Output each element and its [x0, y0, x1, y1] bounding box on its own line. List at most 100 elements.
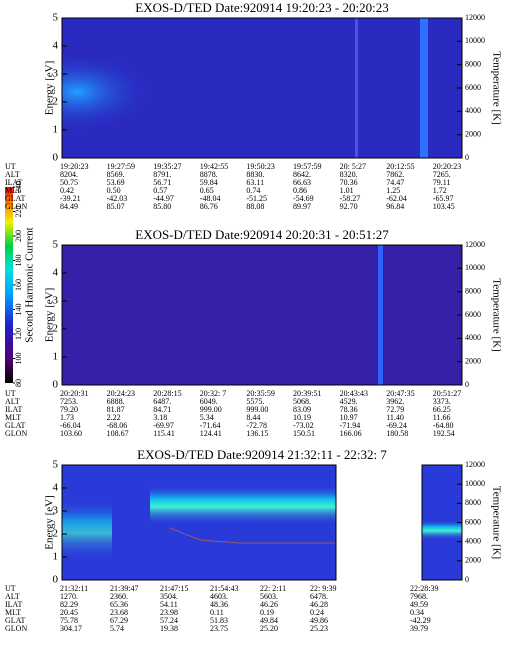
row-label: UT [5, 162, 16, 171]
row-value: 22:28:39 [410, 584, 438, 593]
row-value: 20:32: 7 [200, 389, 226, 398]
row-value: 8791. [153, 170, 171, 179]
row-value: 10.97 [340, 413, 358, 422]
row-value: -69.24 [386, 421, 407, 430]
row-value: 39.79 [410, 624, 428, 633]
row-value: 5.34 [200, 413, 214, 422]
row-value: 21:47:15 [160, 584, 188, 593]
row-value: 166.06 [340, 429, 362, 438]
row-value: 57.24 [160, 616, 178, 625]
row-label: ALT [5, 397, 20, 406]
y-tick-label: 3 [53, 295, 59, 307]
row-value: 3.18 [153, 413, 167, 422]
row-value: 5575. [246, 397, 264, 406]
y2-tick-label: 12000 [465, 240, 485, 249]
row-value: 67.29 [110, 616, 128, 625]
row-value: 20:12:55 [386, 162, 414, 171]
y2-tick-label: 4000 [465, 333, 481, 342]
row-value: 23.68 [110, 608, 128, 617]
y2-tick-label: 6000 [465, 517, 481, 526]
row-value: -73.02 [293, 421, 314, 430]
row-value: -62.04 [386, 194, 407, 203]
y2-tick-label: 2000 [465, 356, 481, 365]
row-value: 88.08 [246, 202, 264, 211]
y2-tick-label: 12000 [465, 13, 485, 22]
y2-tick-label: 6000 [465, 83, 481, 92]
row-value: 180.58 [386, 429, 408, 438]
row-value: 70.36 [340, 178, 358, 187]
row-value: 81.87 [107, 405, 125, 414]
row-value: 20:39:51 [293, 389, 321, 398]
row-value: -42.29 [410, 616, 431, 625]
y-tick-label: 2 [53, 96, 59, 108]
row-value: -68.06 [107, 421, 128, 430]
y2-tick-label: 8000 [465, 59, 481, 68]
row-value: 8830. [246, 170, 264, 179]
row-value: 79.20 [60, 405, 78, 414]
row-label: MLT [5, 608, 21, 617]
y-tick-label: 0 [53, 152, 59, 164]
row-value: 23.98 [160, 608, 178, 617]
row-value: 0.57 [153, 186, 167, 195]
row-value: 86.76 [200, 202, 218, 211]
row-label: ILAT [5, 178, 22, 187]
row-value: 49.86 [310, 616, 328, 625]
y2-tick-label: 10000 [465, 263, 485, 272]
row-value: 11.66 [433, 413, 451, 422]
y2-tick-label: 6000 [465, 310, 481, 319]
row-value: 5603. [260, 592, 278, 601]
row-value: 83.09 [293, 405, 311, 414]
row-value: -39.21 [60, 194, 81, 203]
row-value: -71.64 [200, 421, 221, 430]
row-label: MLT [5, 186, 21, 195]
colorbar-tick-label: 120 [14, 328, 23, 340]
y2-tick-label: 10000 [465, 36, 485, 45]
y2-tick-label: 8000 [465, 286, 481, 295]
row-label: UT [5, 389, 16, 398]
row-value: 78.36 [340, 405, 358, 414]
row-value: 20:51:27 [433, 389, 461, 398]
row-value: 1.25 [386, 186, 400, 195]
row-value: 85.07 [107, 202, 125, 211]
row-value: 66.25 [433, 405, 451, 414]
row-value: 59.84 [200, 178, 218, 187]
y2-tick-label: 0 [465, 153, 469, 162]
panel-title: EXOS-D/TED Date:920914 21:32:11 - 22:32:… [137, 447, 387, 462]
row-value: 6049. [200, 397, 218, 406]
y-tick-label: 1 [53, 551, 59, 563]
row-value: 19.38 [160, 624, 178, 633]
row-label: GLON [5, 202, 27, 211]
row-value: 46.26 [260, 600, 278, 609]
row-value: 19:35:27 [153, 162, 181, 171]
row-label: ILAT [5, 405, 22, 414]
row-value: 150.51 [293, 429, 315, 438]
row-value: 84.71 [153, 405, 171, 414]
colorbar-tick-label: 220 [14, 206, 23, 218]
y2-tick-label: 4000 [465, 536, 481, 545]
colorbar-tick-label: 140 [14, 304, 23, 316]
row-value: 19:42:55 [200, 162, 228, 171]
row-value: 8642. [293, 170, 311, 179]
row-value: 0.86 [293, 186, 307, 195]
row-value: -64.80 [433, 421, 454, 430]
row-value: -44.97 [153, 194, 174, 203]
y-tick-label: 2 [53, 528, 59, 540]
row-value: 6487. [153, 397, 171, 406]
row-value: 115.41 [153, 429, 175, 438]
row-value: 8.44 [246, 413, 260, 422]
row-value: 85.80 [153, 202, 171, 211]
row-value: 19:27:59 [107, 162, 135, 171]
y-tick-label: 2 [53, 323, 59, 335]
row-label: ALT [5, 170, 20, 179]
y-axis-label: Energy [eV] [44, 495, 56, 549]
row-value: -42.03 [107, 194, 128, 203]
y-tick-label: 5 [53, 459, 59, 471]
row-value: 5.74 [110, 624, 124, 633]
row-value: 192.54 [433, 429, 455, 438]
row-value: 1270. [60, 592, 78, 601]
row-value: -72.78 [246, 421, 267, 430]
row-value: 1.01 [340, 186, 354, 195]
row-value: 22: 9:39 [310, 584, 336, 593]
row-value: 8878. [200, 170, 218, 179]
